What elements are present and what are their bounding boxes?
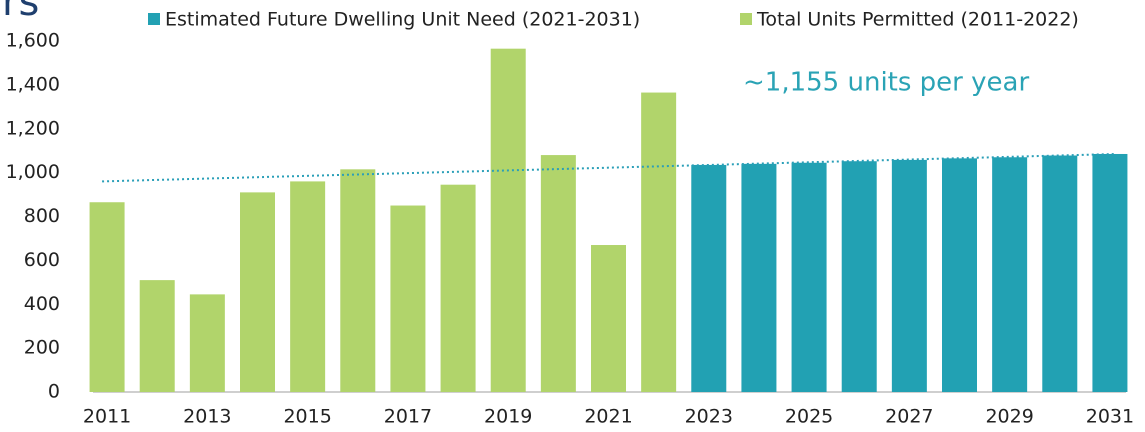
x-tick-label: 2031 [1086, 406, 1134, 428]
bar [741, 163, 777, 392]
bar [891, 159, 927, 392]
x-tick-label: 2017 [384, 406, 432, 428]
legend-swatch [740, 13, 752, 25]
bar [992, 157, 1028, 392]
legend-swatch [148, 13, 160, 25]
bar [490, 48, 526, 392]
bar [942, 158, 977, 392]
bar [89, 202, 125, 392]
y-tick-label: 1,000 [6, 161, 60, 183]
x-tick-label: 2029 [985, 406, 1033, 428]
bar [591, 245, 626, 392]
y-tick-label: 0 [48, 381, 60, 403]
bar [791, 162, 827, 392]
bar [1042, 155, 1078, 392]
bar [139, 280, 175, 392]
x-tick-label: 2011 [83, 406, 131, 428]
x-tick-label: 2015 [283, 406, 331, 428]
legend-label: Total Units Permitted (2011-2022) [756, 9, 1079, 31]
bar [841, 161, 877, 392]
x-tick-label: 2013 [183, 406, 231, 428]
bar [1092, 153, 1128, 392]
annotation: ~1,155 units per year [743, 68, 1029, 98]
bar [641, 92, 677, 392]
bar [189, 294, 225, 392]
x-tick-label: 2025 [785, 406, 833, 428]
y-tick-label: 600 [24, 249, 60, 271]
bar [390, 205, 426, 392]
y-tick-label: 800 [24, 205, 60, 227]
bar [691, 164, 727, 392]
y-tick-label: 1,400 [6, 73, 60, 95]
bar [340, 169, 376, 392]
x-tick-label: 2021 [584, 406, 632, 428]
x-tick-label: 2019 [484, 406, 532, 428]
trendline [102, 152, 1115, 183]
bar [240, 192, 275, 392]
x-tick-label: 2023 [685, 406, 733, 428]
x-tick-label: 2027 [885, 406, 933, 428]
bar [440, 184, 476, 392]
y-tick-label: 1,200 [6, 117, 60, 139]
bar [540, 155, 576, 392]
legend-label: Estimated Future Dwelling Unit Need (202… [165, 9, 640, 31]
y-tick-label: 400 [24, 293, 60, 315]
chart-title: rs [2, 0, 39, 25]
bar [290, 181, 326, 392]
y-tick-label: 1,600 [6, 30, 60, 52]
y-tick-label: 200 [24, 337, 60, 359]
